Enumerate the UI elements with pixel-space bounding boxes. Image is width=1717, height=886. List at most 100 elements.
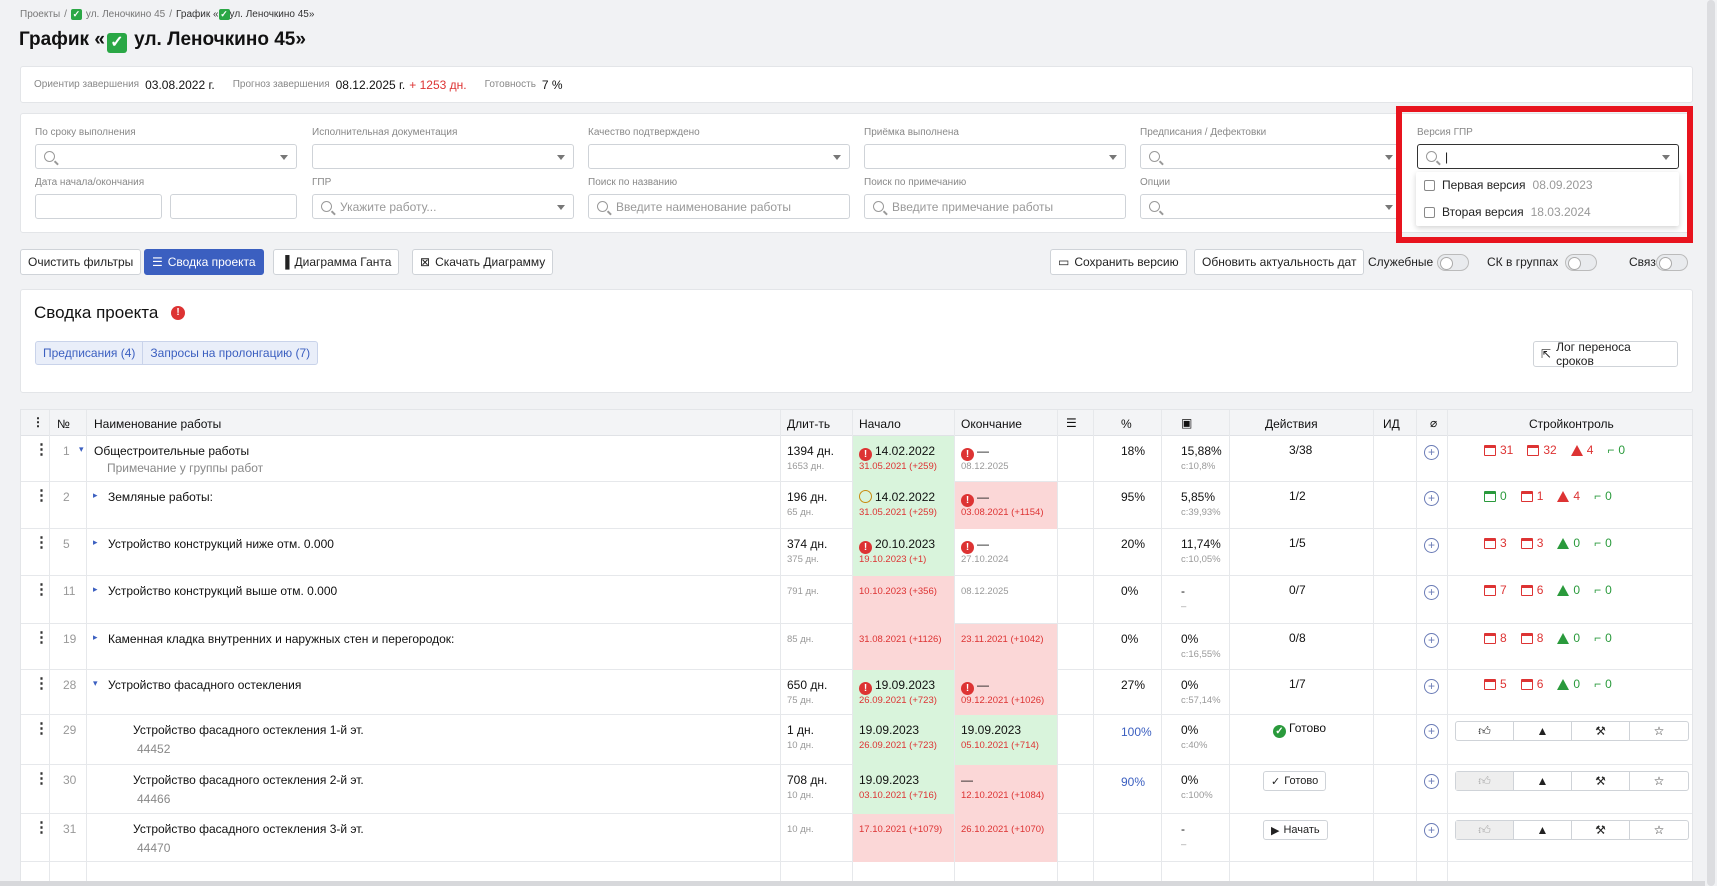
expand-toggle-icon[interactable]: ▸ [93, 537, 98, 547]
table-row[interactable]: ⋮ 29 Устройство фасадного остекления 1-й э… [21, 715, 1692, 765]
actions-count[interactable]: 3/38 [1289, 443, 1313, 457]
table-row[interactable]: ⋮ 30 Устройство фасадного остекления 2-й э… [21, 765, 1692, 814]
expand-toggle-icon[interactable]: ▸ [93, 490, 98, 500]
table-row[interactable]: ⋮ 19 ▸ Каменная кладка внутренних и наружны… [21, 624, 1692, 670]
star-icon[interactable]: ☆ [1653, 724, 1665, 738]
warning-icon[interactable]: ▲ [1514, 772, 1572, 790]
work-name[interactable]: Устройство фасадного остекления 1-й эт. [133, 723, 364, 737]
add-circle-icon[interactable]: + [1424, 445, 1439, 460]
exec-docs-select[interactable] [312, 144, 574, 169]
star-icon[interactable]: ☆ [1653, 774, 1665, 788]
add-circle-icon[interactable]: + [1424, 538, 1439, 553]
row-menu-icon[interactable]: ⋮ [34, 534, 49, 551]
work-name[interactable]: Устройство конструкций ниже отм. 0.000 [108, 537, 334, 551]
gantt-button[interactable]: ▐ Диаграмма Ганта [273, 249, 400, 275]
row-menu-icon[interactable]: ⋮ [34, 487, 49, 504]
refresh-dates-button[interactable]: Обновить актуальность дат [1194, 249, 1365, 275]
construction-control-stats[interactable]: 7 6 0 ⌐ 0 [1484, 583, 1612, 597]
service-toggle[interactable] [1437, 254, 1469, 271]
table-row[interactable]: ⋮ 11 ▸ Устройство конструкций выше отм. 0.0… [21, 576, 1692, 624]
work-name[interactable]: Устройство фасадного остекления [108, 678, 302, 692]
add-circle-icon[interactable]: + [1424, 774, 1439, 789]
sk-groups-toggle[interactable] [1565, 254, 1597, 271]
warning-icon[interactable]: ▲ [1514, 722, 1572, 740]
clear-filters-button[interactable]: Очистить фильтры [20, 249, 142, 275]
construction-control-stats[interactable]: 31 32 4 ⌐ 0 [1484, 443, 1625, 457]
thumbs-up-icon[interactable]: 👍︎ [1456, 722, 1514, 740]
version-select[interactable]: | [1417, 144, 1679, 169]
deadline-select[interactable] [35, 144, 297, 169]
name-search-input[interactable]: Введите наименование работы [588, 194, 850, 219]
table-row[interactable]: ⋮ 1 ▾ Общестроительные работы Примечание у г… [21, 436, 1692, 482]
start-button[interactable]: ▶ Начать [1263, 820, 1328, 840]
control-actions[interactable]: 👍︎ ▲ ⚒ ☆ [1455, 771, 1689, 791]
work-name[interactable]: Устройство фасадного остекления 3-й эт. [133, 822, 364, 836]
work-name[interactable]: Устройство конструкций выше отм. 0.000 [108, 584, 338, 598]
info-icon[interactable]: ! [171, 306, 185, 320]
done-button[interactable]: ✓ Готово [1263, 771, 1327, 791]
star-icon[interactable]: ☆ [1653, 823, 1665, 837]
gpr-select[interactable]: Укажите работу... [312, 194, 574, 219]
add-circle-icon[interactable]: + [1424, 585, 1439, 600]
tab-prescriptions[interactable]: Предписания (4) [43, 346, 136, 360]
save-version-button[interactable]: ▭ Сохранить версию [1050, 249, 1187, 275]
note-search-input[interactable]: Введите примечание работы [864, 194, 1126, 219]
work-name[interactable]: Земляные работы: [108, 490, 214, 504]
control-actions[interactable]: 👍︎ ▲ ⚒ ☆ [1455, 721, 1689, 741]
row-menu-icon[interactable]: ⋮ [34, 441, 49, 458]
table-row[interactable]: ⋮ 31 Устройство фасадного остекления 3-й э… [21, 814, 1692, 862]
construction-control-stats[interactable]: 0 1 4 ⌐ 0 [1484, 489, 1612, 503]
row-menu-icon[interactable]: ⋮ [34, 720, 49, 737]
expand-toggle-icon[interactable]: ▸ [93, 632, 98, 642]
links-toggle[interactable] [1656, 254, 1688, 271]
expand-toggle-icon[interactable]: ▾ [79, 444, 84, 454]
version-option[interactable]: Первая версия 08.09.2023 [1424, 178, 1593, 192]
col-name[interactable]: Наименование работы [94, 417, 222, 431]
end-date-input[interactable] [170, 194, 297, 219]
add-circle-icon[interactable]: + [1424, 823, 1439, 838]
checkbox[interactable] [1424, 206, 1435, 218]
construction-control-stats[interactable]: 3 3 0 ⌐ 0 [1484, 536, 1612, 550]
hammer-icon[interactable]: ⚒ [1572, 722, 1630, 740]
summary-button[interactable]: ☰ Сводка проекта [144, 249, 264, 275]
add-circle-icon[interactable]: + [1424, 633, 1439, 648]
expand-toggle-icon[interactable]: ▸ [93, 584, 98, 594]
thumbs-up-icon[interactable]: 👍︎ [1456, 821, 1514, 839]
hammer-icon[interactable]: ⚒ [1572, 821, 1630, 839]
horizontal-scrollbar[interactable] [0, 881, 1705, 886]
row-menu-icon[interactable]: ⋮ [34, 770, 49, 787]
table-row[interactable]: ⋮ 5 ▸ Устройство конструкций ниже отм. 0.00… [21, 529, 1692, 576]
col-start[interactable]: Начало [859, 417, 901, 431]
quality-select[interactable] [588, 144, 850, 169]
table-row[interactable]: ⋮ 2 ▸ Земляные работы: 196 дн. 65 дн. 14.02.20… [21, 482, 1692, 529]
acceptance-select[interactable] [864, 144, 1126, 169]
checkbox[interactable] [1424, 179, 1435, 191]
col-percent[interactable]: % [1121, 417, 1132, 431]
start-date-input[interactable] [35, 194, 162, 219]
row-menu-icon[interactable]: ⋮ [34, 629, 49, 646]
row-menu-icon[interactable]: ⋮ [34, 675, 49, 692]
row-menu-icon[interactable]: ⋮ [34, 819, 49, 836]
table-row[interactable]: ⋮ 28 ▾ Устройство фасадного остекления 650 д… [21, 670, 1692, 715]
actions-count[interactable]: 0/7 [1289, 583, 1306, 597]
add-circle-icon[interactable]: + [1424, 679, 1439, 694]
download-diagram-button[interactable]: ⊠ Скачать Диаграмму [412, 249, 554, 275]
breadcrumb-project[interactable]: ул. Леночкино 45 [85, 9, 166, 20]
work-name[interactable]: Каменная кладка внутренних и наружных ст… [108, 632, 455, 646]
actions-count[interactable]: 1/7 [1289, 677, 1306, 691]
scrollbar[interactable] [1705, 0, 1717, 886]
construction-control-stats[interactable]: 5 6 0 ⌐ 0 [1484, 677, 1612, 691]
version-option[interactable]: Вторая версия 18.03.2024 [1424, 205, 1591, 219]
add-circle-icon[interactable]: + [1424, 491, 1439, 506]
add-circle-icon[interactable]: + [1424, 724, 1439, 739]
menu-dots-icon[interactable]: ⋮ [32, 415, 44, 429]
col-duration[interactable]: Длит-ть [787, 417, 831, 431]
thumbs-up-icon[interactable]: 👍︎ [1456, 772, 1514, 790]
expand-toggle-icon[interactable]: ▾ [93, 678, 98, 688]
prescriptions-select[interactable] [1140, 144, 1402, 169]
work-name[interactable]: Общестроительные работы [94, 444, 250, 458]
actions-count[interactable]: 0/8 [1289, 631, 1306, 645]
actions-count[interactable]: 1/5 [1289, 536, 1306, 550]
warning-icon[interactable]: ▲ [1514, 821, 1572, 839]
hammer-icon[interactable]: ⚒ [1572, 772, 1630, 790]
